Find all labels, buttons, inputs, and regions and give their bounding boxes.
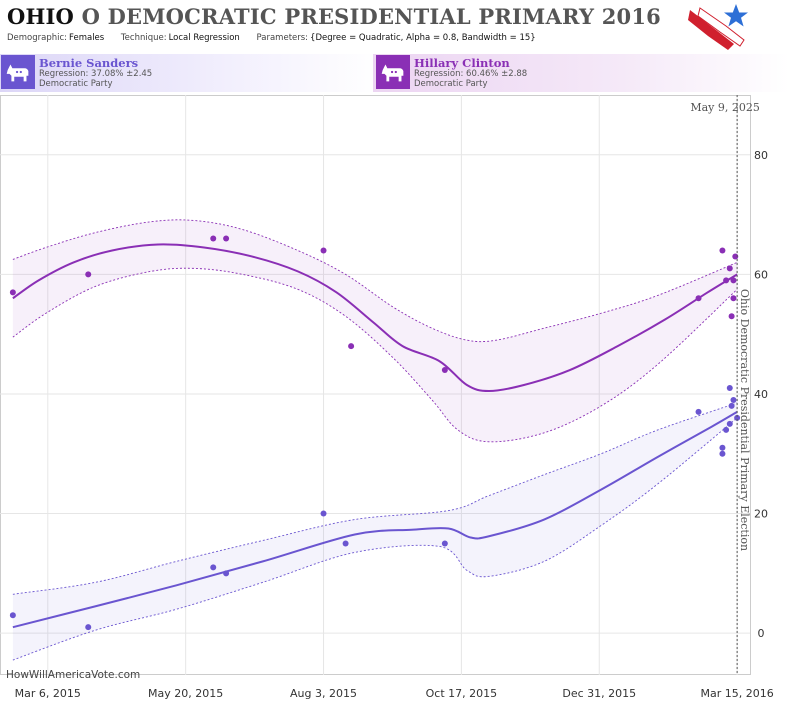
candidate-name: Bernie Sanders: [39, 56, 139, 70]
poll-point-sanders[interactable]: [734, 414, 741, 421]
trend-line-clinton: [12, 243, 738, 392]
x-tick-label: Mar 15, 2016: [701, 687, 774, 700]
site-credit: HowWillAmericaVote.com: [6, 669, 140, 681]
poll-point-clinton[interactable]: [732, 253, 739, 260]
technique-label: Technique:: [120, 33, 167, 43]
poll-points: [9, 235, 741, 631]
poll-point-sanders[interactable]: [726, 420, 733, 427]
poll-point-sanders[interactable]: [320, 510, 327, 517]
today-date-label: May 9, 2025: [690, 101, 760, 114]
regression-chart: Ohio Democratic Presidential Primary Ele…: [0, 95, 774, 700]
candidate-party: Democratic Party: [414, 79, 488, 89]
poll-point-sanders[interactable]: [85, 624, 92, 631]
title-state: OHIO: [7, 4, 75, 29]
poll-point-sanders[interactable]: [719, 444, 726, 451]
poll-point-sanders[interactable]: [342, 540, 349, 547]
poll-point-clinton[interactable]: [320, 247, 327, 254]
donkey-icon: [376, 55, 410, 89]
upper-bound-clinton: [12, 219, 738, 343]
election-label: Ohio Democratic Presidential Primary Ele…: [738, 289, 751, 551]
poll-point-sanders[interactable]: [728, 402, 735, 409]
poll-point-sanders[interactable]: [723, 426, 730, 433]
poll-point-sanders[interactable]: [441, 540, 448, 547]
poll-point-sanders[interactable]: [223, 570, 230, 577]
trend-line-sanders: [12, 411, 738, 629]
poll-point-sanders[interactable]: [210, 564, 217, 571]
poll-point-clinton[interactable]: [728, 313, 735, 320]
poll-point-sanders[interactable]: [719, 450, 726, 457]
title-text: O DEMOCRATIC PRESIDENTIAL PRIMARY 2016: [81, 4, 661, 29]
election-marker: Ohio Democratic Presidential Primary Ele…: [690, 95, 760, 675]
candidate-name: Hillary Clinton: [414, 56, 510, 70]
confidence-band-clinton: [12, 219, 738, 442]
y-axis-labels: 0 20 40 60 80: [754, 149, 768, 640]
poll-point-sanders[interactable]: [695, 408, 702, 415]
x-axis-labels: Mar 6, 2015 May 20, 2015 Aug 3, 2015 Oct 17…: [15, 687, 774, 700]
confidence-bands: [12, 219, 738, 661]
y-tick-label: 0: [758, 627, 765, 640]
candidate-regression: Regression: 60.46% ±2.88: [414, 69, 528, 79]
candidate-party: Democratic Party: [39, 79, 113, 89]
poll-point-clinton[interactable]: [348, 343, 355, 350]
trend-lines: [12, 243, 738, 629]
y-tick-label: 20: [754, 508, 768, 521]
poll-point-clinton[interactable]: [730, 277, 737, 284]
poll-point-clinton[interactable]: [9, 289, 16, 296]
poll-point-clinton[interactable]: [719, 247, 726, 254]
y-tick-label: 40: [754, 388, 768, 401]
candidate-regression: Regression: 37.08% ±2.45: [39, 69, 153, 79]
x-tick-label: Dec 31, 2015: [562, 687, 636, 700]
poll-point-sanders[interactable]: [726, 384, 733, 391]
chart-header: OHIO O DEMOCRATIC PRESIDENTIAL PRIMARY 2…: [0, 0, 789, 52]
poll-point-clinton[interactable]: [85, 271, 92, 278]
poll-point-clinton[interactable]: [730, 295, 737, 302]
poll-point-clinton[interactable]: [210, 235, 217, 242]
poll-point-sanders[interactable]: [9, 612, 16, 619]
candidate-card-clinton: Hillary Clinton Regression: 60.46% ±2.88…: [373, 54, 789, 92]
page-title: OHIO O DEMOCRATIC PRESIDENTIAL PRIMARY 2…: [7, 4, 661, 29]
x-tick-label: Oct 17, 2015: [426, 687, 498, 700]
star-flag-logo-icon: [688, 4, 748, 50]
y-tick-label: 80: [754, 149, 768, 162]
lower-bound-sanders: [12, 417, 738, 661]
poll-point-sanders[interactable]: [730, 396, 737, 403]
x-tick-label: May 20, 2015: [148, 687, 223, 700]
poll-point-clinton[interactable]: [726, 265, 733, 272]
y-tick-label: 60: [754, 268, 768, 281]
candidate-card-sanders: Bernie Sanders Regression: 37.08% ±2.45 …: [0, 54, 380, 92]
x-tick-label: Aug 3, 2015: [290, 687, 357, 700]
poll-point-clinton[interactable]: [441, 367, 448, 374]
parameters-label: Parameters:: [256, 33, 309, 43]
upper-bound-sanders: [12, 402, 738, 595]
poll-point-clinton[interactable]: [723, 277, 730, 284]
demographic-value: Females: [69, 33, 105, 43]
parameters-line: Demographic: Females Technique: Local Regr…: [7, 33, 550, 43]
plot-border: [0, 95, 751, 675]
parameters-value: {Degree = Quadratic, Alpha = 0.8, Bandwi…: [310, 33, 536, 43]
demographic-label: Demographic:: [7, 33, 68, 43]
donkey-icon: [1, 55, 35, 89]
poll-point-clinton[interactable]: [223, 235, 230, 242]
x-tick-label: Mar 6, 2015: [15, 687, 81, 700]
technique-value: Local Regression: [168, 33, 240, 43]
poll-point-clinton[interactable]: [695, 295, 702, 302]
